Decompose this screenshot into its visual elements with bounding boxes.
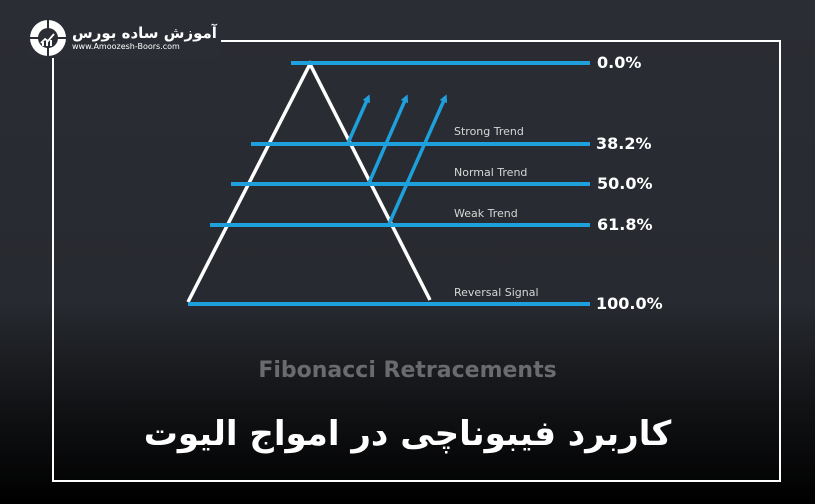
level-percent-50: 50.0% [597,174,653,193]
border-frame [52,40,781,482]
logo: آموزش ساده بورس www.Amoozesh-Boors.com [28,18,221,58]
logo-url: www.Amoozesh-Boors.com [72,42,180,51]
level-percent-0: 0.0% [597,53,642,72]
arrow-strong-trend [346,94,371,144]
level-percent-38: 38.2% [596,134,652,153]
label-normal-trend: Normal Trend [454,166,528,179]
arrow-normal-trend [367,94,409,184]
page-title: کاربرد فیبوناچی در امواج الیوت [143,414,672,454]
label-weak-trend: Weak Trend [454,207,518,220]
arrow-weak-trend [387,94,448,225]
diagram-subtitle: Fibonacci Retracements [258,358,557,383]
label-reversal-signal: Reversal Signal [454,286,539,299]
globe-chart-icon [30,20,66,56]
level-percent-100: 100.0% [596,294,663,313]
logo-name: آموزش ساده بورس [72,24,217,42]
label-strong-trend: Strong Trend [454,125,524,138]
level-percent-61: 61.8% [597,215,653,234]
